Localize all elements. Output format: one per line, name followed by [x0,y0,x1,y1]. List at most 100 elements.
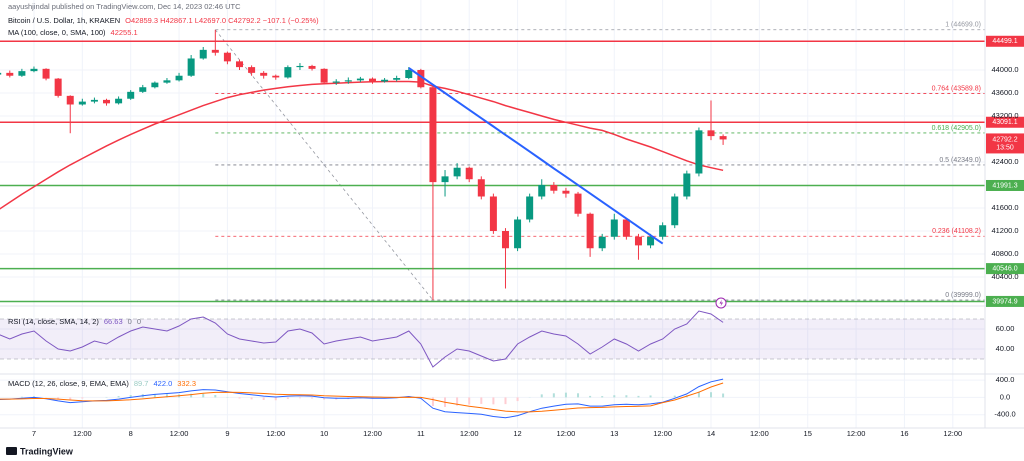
x-tick-label: 11 [417,429,425,438]
x-tick-label: 16 [900,429,908,438]
publisher-line: aayushjindal published on TradingView.co… [8,2,241,11]
candle-body [42,68,50,79]
candle-body [719,136,727,140]
fib-label: 0 (39999.0) [945,292,981,299]
macd-histogram-bar [165,394,168,398]
candle-body [211,49,219,53]
candle-body [308,65,316,69]
macd-legend: MACD (12, 26, close, 9, EMA, EMA) 89.7 422… [8,379,196,388]
macd-histogram-bar [202,393,205,398]
candle-body [30,68,38,72]
candle-body [393,78,401,80]
candle-body [659,225,667,237]
symbol-title: Bitcoin / U.S. Dollar, 1h, KRAKEN [8,16,120,25]
macd-histogram-bar [637,395,640,398]
macd-histogram-bar [710,392,713,398]
x-tick-label: 12:00 [847,429,866,438]
candle-body [550,184,558,191]
x-tick-label: 12:00 [750,429,769,438]
logo-icon [6,447,17,455]
candle-body [683,173,691,197]
overlay: 44499.1 43091.1 41991.3 40546.0 39974.9 42792… [986,35,1024,307]
y-tick-label: 60.00 [996,324,1015,333]
candle-body [429,87,437,183]
last-price-badge [986,133,1024,154]
signal-value: 332.3 [177,379,196,388]
level-badge [986,295,1024,307]
x-tick-label: 12:00 [653,429,672,438]
x-tick-label: 13 [610,429,618,438]
rsi-legend: RSI (14, close, SMA, 14, 2) 66.63 0 0 [8,317,141,326]
x-tick-label: 12:00 [363,429,382,438]
candle-body [356,78,364,81]
candle-body [127,91,135,99]
candle-body [586,213,594,249]
x-tick-label: 9 [225,429,229,438]
x-tick-label: 15 [804,429,812,438]
y-tick-label: 40400.0 [991,272,1018,281]
candle-body [236,61,243,68]
candle-body [707,130,715,137]
candle-body [405,69,413,79]
candle-body [272,75,280,78]
ma-name: MA (100, close, 0, SMA, 100) [8,28,106,37]
level-badge [986,35,1024,47]
candle-body [163,80,171,83]
candle-body [151,82,159,88]
ma-legend: MA (100, close, 0, SMA, 100) 42255.1 [8,28,138,37]
macd-histogram-bar [298,397,301,399]
x-tick-label: 7 [32,429,36,438]
x-tick-label: 12:00 [460,429,479,438]
candle-body [320,68,328,83]
macd-histogram-bar [238,397,241,399]
macd-histogram-bar [625,395,628,398]
macd-histogram-bar [722,393,725,398]
macd-title: MACD (12, 26, close, 9, EMA, EMA) [8,379,129,388]
candle-body [260,72,268,76]
macd-histogram-bar [117,396,120,398]
x-tick-label: 12:00 [557,429,576,438]
candle-body [610,219,618,237]
y-tick-label: 41600.0 [991,203,1018,212]
level-label: 39974.9 [992,298,1017,305]
rsi-line [0,310,724,368]
candle-body [66,95,74,105]
macd-histogram-bar [286,397,289,399]
candle-body [90,99,98,102]
candle-body [514,219,522,249]
symbol-line: Bitcoin / U.S. Dollar, 1h, KRAKEN O42859.… [8,16,319,25]
y-tick-label: 0.0 [1000,392,1010,401]
candle-body [538,184,546,197]
candle-body [284,67,292,78]
rsi-title: RSI (14, close, SMA, 14, 2) [8,317,99,326]
level-label: 41991.3 [992,182,1017,189]
candle-body [453,167,461,177]
candle-body [441,176,449,183]
candle-body [6,72,14,76]
macd-histogram-bar [262,397,265,401]
macd-histogram-bar [552,393,555,398]
candle-body [0,72,2,75]
macd-histogram-bar [431,397,434,407]
y-tick-label: 43600.0 [991,88,1018,97]
macd-histogram-bar [601,396,604,398]
candle-body [489,196,497,231]
x-tick-label: 10 [320,429,328,438]
macd-histogram-bar [311,397,314,399]
candle-body [634,236,642,246]
moving-average [0,80,724,210]
x-tick-label: 12:00 [266,429,285,438]
x-tick-label: 8 [129,429,133,438]
countdown: 13:50 [996,144,1014,151]
macd-histogram-bar [456,397,459,406]
candle-body [199,49,207,59]
y-tick-label: -400.0 [994,410,1015,419]
y-tick-label: 40800.0 [991,249,1018,258]
candle-body [78,101,86,105]
macd-histogram-bar [492,397,495,405]
candle-body [647,236,655,246]
x-tick-label: 12:00 [170,429,189,438]
candle-body [139,87,147,92]
candle-body [54,78,62,96]
macd-histogram-bar [57,397,60,400]
